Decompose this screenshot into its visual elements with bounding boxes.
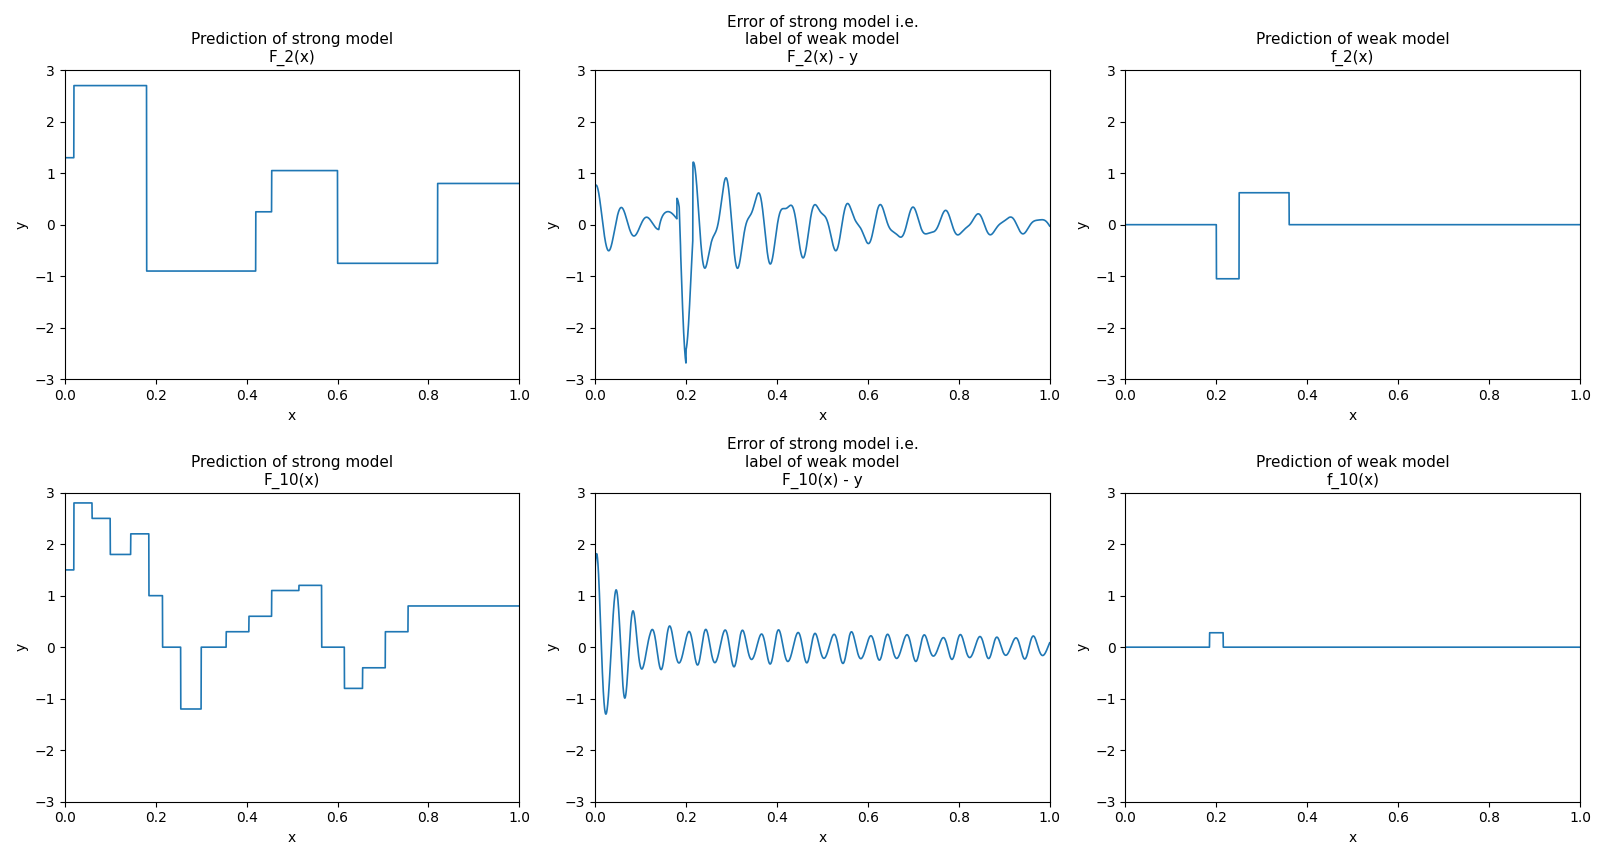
- Title: Prediction of weak model
f_10(x): Prediction of weak model f_10(x): [1255, 455, 1449, 488]
- Title: Prediction of strong model
F_10(x): Prediction of strong model F_10(x): [191, 455, 393, 488]
- Y-axis label: y: y: [546, 643, 559, 651]
- Y-axis label: y: y: [14, 643, 29, 651]
- X-axis label: x: x: [287, 831, 295, 845]
- Y-axis label: y: y: [1075, 220, 1088, 229]
- Y-axis label: y: y: [546, 220, 559, 229]
- X-axis label: x: x: [1348, 831, 1356, 845]
- Title: Error of strong model i.e.
label of weak model
F_2(x) - y: Error of strong model i.e. label of weak…: [725, 15, 918, 66]
- Y-axis label: y: y: [1075, 643, 1088, 651]
- X-axis label: x: x: [287, 408, 295, 422]
- X-axis label: x: x: [819, 408, 827, 422]
- Y-axis label: y: y: [14, 220, 29, 229]
- Title: Prediction of weak model
f_2(x): Prediction of weak model f_2(x): [1255, 33, 1449, 66]
- Title: Error of strong model i.e.
label of weak model
F_10(x) - y: Error of strong model i.e. label of weak…: [725, 438, 918, 488]
- Title: Prediction of strong model
F_2(x): Prediction of strong model F_2(x): [191, 33, 393, 66]
- X-axis label: x: x: [1348, 408, 1356, 422]
- X-axis label: x: x: [819, 831, 827, 845]
